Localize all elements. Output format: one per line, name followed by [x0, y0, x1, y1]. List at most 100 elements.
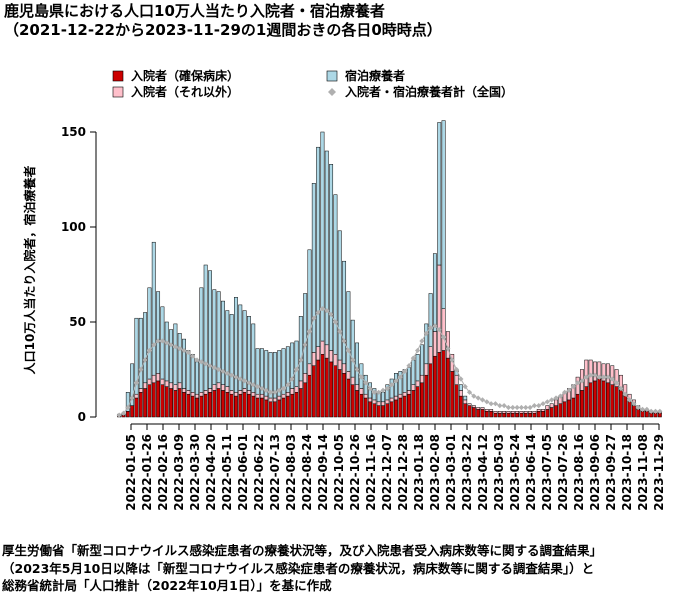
- bar-hosp_other: [285, 392, 290, 397]
- bar-hosp_confirmed: [454, 384, 459, 418]
- total-marker: [549, 397, 555, 403]
- bar-hosp_confirmed: [562, 401, 567, 418]
- bar-lodging: [432, 253, 437, 332]
- bar-hosp_confirmed: [394, 399, 398, 418]
- bar-hosp_confirmed: [259, 397, 264, 418]
- bar-hosp_confirmed: [597, 378, 602, 418]
- bar-lodging: [298, 316, 303, 382]
- bar-hosp_confirmed: [255, 397, 260, 418]
- bar-hosp_confirmed: [316, 359, 321, 418]
- total-marker: [229, 372, 235, 378]
- bar-hosp_other: [411, 384, 416, 391]
- bar-hosp_other: [346, 371, 351, 380]
- total-marker: [523, 404, 529, 411]
- bar-hosp_confirmed: [324, 357, 329, 418]
- bar-hosp_confirmed: [588, 382, 593, 418]
- total-marker: [406, 363, 412, 369]
- x-tick-label: 2022-08-24: [300, 434, 314, 511]
- total-marker: [224, 370, 230, 376]
- total-marker: [233, 374, 239, 380]
- total-marker: [471, 393, 477, 399]
- total-marker: [475, 395, 481, 401]
- x-tick-label: 2023-11-29: [652, 434, 666, 511]
- total-marker: [510, 404, 516, 411]
- bar-hosp_other: [255, 393, 260, 399]
- bar-hosp_other: [480, 407, 485, 410]
- bar-hosp_confirmed: [571, 397, 576, 418]
- total-marker: [635, 404, 641, 411]
- bar-hosp_other: [428, 346, 433, 365]
- bar-lodging: [216, 291, 221, 384]
- total-marker: [492, 401, 499, 407]
- total-marker: [639, 406, 646, 412]
- x-tick-label: 2022-08-03: [284, 434, 298, 511]
- total-marker: [518, 404, 525, 411]
- bar-lodging: [182, 338, 186, 389]
- total-marker: [306, 328, 313, 335]
- bar-hosp_confirmed: [631, 405, 636, 418]
- total-marker: [613, 380, 620, 386]
- bar-lodging: [428, 293, 433, 347]
- bar-hosp_other: [536, 409, 541, 412]
- bar-hosp_confirmed: [156, 380, 161, 418]
- chart-title: 鹿児島県における人口10万人当たり入院者・宿泊療養者: [4, 2, 385, 20]
- total-marker: [155, 338, 161, 344]
- bar-hosp_confirmed: [428, 363, 433, 418]
- total-marker: [440, 334, 447, 340]
- bar-hosp_confirmed: [528, 412, 533, 418]
- bar-hosp_confirmed: [510, 412, 515, 418]
- total-marker: [341, 338, 347, 344]
- bar-hosp_confirmed: [484, 411, 489, 418]
- bar-lodging: [381, 392, 385, 403]
- bar-lodging: [242, 310, 247, 389]
- bar-lodging: [234, 297, 238, 393]
- total-marker: [177, 346, 183, 352]
- bar-hosp_confirmed: [264, 399, 269, 418]
- bar-hosp_confirmed: [182, 392, 186, 418]
- bar-hosp_confirmed: [424, 374, 429, 418]
- total-marker: [116, 412, 122, 418]
- bar-hosp_confirmed: [169, 388, 174, 418]
- bar-hosp_other: [199, 392, 204, 397]
- total-marker: [618, 385, 624, 392]
- bar-hosp_confirmed: [372, 403, 377, 418]
- bar-lodging: [190, 354, 195, 393]
- legend-swatch: [326, 70, 338, 82]
- bar-hosp_confirmed: [545, 409, 550, 418]
- total-marker: [609, 376, 615, 382]
- total-marker: [172, 344, 178, 350]
- bar-lodging: [272, 352, 277, 399]
- bar-hosp_confirmed: [177, 388, 182, 418]
- bar-hosp_other: [467, 403, 472, 406]
- x-tick-label: 2022-06-22: [252, 434, 266, 511]
- bar-hosp_confirmed: [606, 382, 610, 418]
- bar-hosp_other: [320, 340, 325, 355]
- x-tick-label: 2023-09-27: [604, 434, 618, 511]
- total-marker: [267, 389, 274, 395]
- bar-hosp_confirmed: [519, 412, 524, 418]
- bar-lodging: [251, 323, 256, 393]
- bar-hosp_confirmed: [363, 397, 368, 418]
- total-marker: [203, 361, 209, 367]
- total-marker: [324, 308, 330, 314]
- source-line-3: 総務省統計局「人口推計（2022年10月1日）」を基に作成: [2, 578, 332, 593]
- bar-hosp_other: [363, 393, 368, 399]
- bars: [117, 120, 662, 418]
- total-marker: [488, 401, 494, 407]
- bar-hosp_other: [519, 411, 524, 414]
- bar-hosp_confirmed: [216, 388, 221, 418]
- bar-hosp_other: [203, 390, 208, 395]
- total-marker: [354, 366, 360, 373]
- total-marker: [133, 380, 140, 386]
- bar-hosp_confirmed: [407, 393, 411, 418]
- total-marker: [263, 387, 269, 393]
- bar-lodging: [316, 146, 321, 347]
- x-tick-label: 2022-12-07: [380, 434, 394, 511]
- total-marker: [168, 342, 174, 348]
- total-marker: [575, 380, 581, 386]
- bar-hosp_confirmed: [480, 409, 485, 418]
- bar-hosp_other: [549, 403, 554, 408]
- bar-hosp_confirmed: [515, 412, 520, 418]
- bar-lodging: [311, 183, 316, 353]
- bar-hosp_confirmed: [294, 392, 299, 418]
